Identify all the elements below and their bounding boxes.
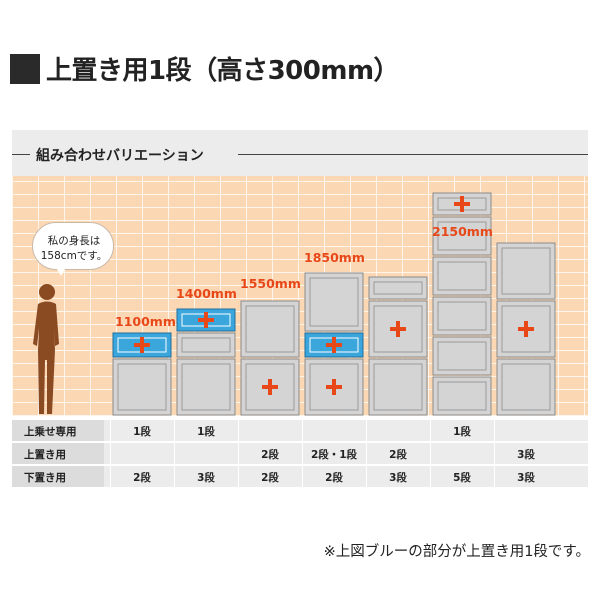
header-rule: [238, 154, 588, 155]
grey-drawer-unit: [112, 358, 172, 416]
plus-marker-icon: [326, 379, 342, 395]
footnote: ※上図ブルーの部分が上置き用1段です。: [323, 544, 590, 560]
cabinet-stack-2150-a: [432, 192, 492, 416]
speech-bubble: 私の身長は 158cmです。: [32, 222, 114, 270]
variation-panel: 組み合わせバリエーション 私の身長は 158cmです。 1100mm 1400m…: [12, 130, 588, 488]
cabinet-stack-1400: [176, 308, 236, 416]
table-cell: 2段: [389, 449, 407, 461]
table-cell: 3段: [517, 449, 535, 461]
plus-marker-icon: [326, 337, 342, 353]
table-cell: 2段・1段: [310, 449, 358, 461]
table-cell: 3段: [197, 472, 215, 484]
grey-drawer-unit: [368, 276, 428, 300]
table-cell: 5段: [453, 472, 471, 484]
column-divider: [110, 420, 111, 488]
header-rule: [12, 154, 30, 155]
plus-marker-icon: [198, 312, 214, 328]
cabinet-stack-1100: [112, 332, 172, 416]
column-divider: [174, 420, 175, 488]
column-divider: [302, 420, 303, 488]
plus-marker-icon: [518, 321, 534, 337]
speech-line-1: 私の身長は: [47, 235, 101, 247]
table-cell: 2段: [261, 449, 279, 461]
title-square-icon: [10, 54, 40, 84]
column-divider: [494, 420, 495, 488]
row-label-lower: 下置き用: [24, 472, 66, 484]
grey-drawer-unit: [432, 256, 492, 296]
height-label-1850: 1850mm: [304, 250, 365, 265]
column-divider: [238, 420, 239, 488]
cabinet-stack-1550: [240, 300, 300, 416]
row-head-bg: [12, 466, 104, 487]
wall-background: [12, 176, 588, 416]
table-row: [12, 420, 588, 441]
grey-drawer-unit: [432, 296, 492, 336]
grey-drawer-unit: [240, 358, 300, 416]
grey-drawer-unit: [432, 376, 492, 416]
panel-label: 組み合わせバリエーション: [36, 148, 204, 164]
combination-table: 上乗せ専用 上置き用 下置き用 1段 2段 1段 3段 2段 2段 2段・1段 2段 2段 3段 1…: [12, 420, 588, 488]
table-row: [12, 443, 588, 464]
plus-marker-icon: [454, 196, 470, 212]
cabinet-stack-1850-b: [368, 276, 428, 416]
plus-marker-icon: [390, 321, 406, 337]
table-cell: 1段: [197, 426, 215, 438]
row-head-bg: [12, 420, 104, 441]
grey-drawer-unit: [432, 336, 492, 376]
table-cell: 1段: [133, 426, 151, 438]
speech-bubble-tail: [54, 264, 68, 276]
grey-drawer-unit: [368, 358, 428, 416]
table-cell: 3段: [517, 472, 535, 484]
column-divider: [430, 420, 431, 488]
grey-drawer-unit: [176, 358, 236, 416]
table-cell: 3段: [389, 472, 407, 484]
table-cell: 2段: [325, 472, 343, 484]
plus-marker-icon: [134, 337, 150, 353]
height-label-1550: 1550mm: [240, 276, 301, 291]
row-head-bg: [12, 443, 104, 464]
table-row: [12, 466, 588, 487]
grey-drawer-unit: [432, 216, 492, 256]
grey-drawer-unit: [176, 332, 236, 358]
panel-header: 組み合わせバリエーション: [12, 130, 588, 176]
plus-marker-icon: [262, 379, 278, 395]
column-divider: [366, 420, 367, 488]
person-silhouette-icon: [33, 284, 59, 414]
height-label-1400: 1400mm: [176, 286, 237, 301]
row-label-top-only: 上乗せ専用: [24, 426, 77, 438]
row-label-upper: 上置き用: [24, 449, 66, 461]
grey-drawer-unit: [304, 272, 364, 332]
table-cell: 2段: [261, 472, 279, 484]
table-cell: 2段: [133, 472, 151, 484]
grey-drawer-unit: [240, 300, 300, 358]
cabinet-stack-1850-a: [304, 272, 364, 416]
page-title: 上置き用1段（高さ300mm）: [46, 56, 400, 86]
table-cell: 1段: [453, 426, 471, 438]
grey-drawer-unit: [496, 358, 556, 416]
cabinet-stack-2150-b: [496, 242, 556, 416]
height-label-1100: 1100mm: [115, 314, 176, 329]
speech-line-2: 158cmです。: [40, 250, 108, 262]
grey-drawer-unit: [496, 242, 556, 300]
height-label-2150: 2150mm: [432, 224, 493, 239]
